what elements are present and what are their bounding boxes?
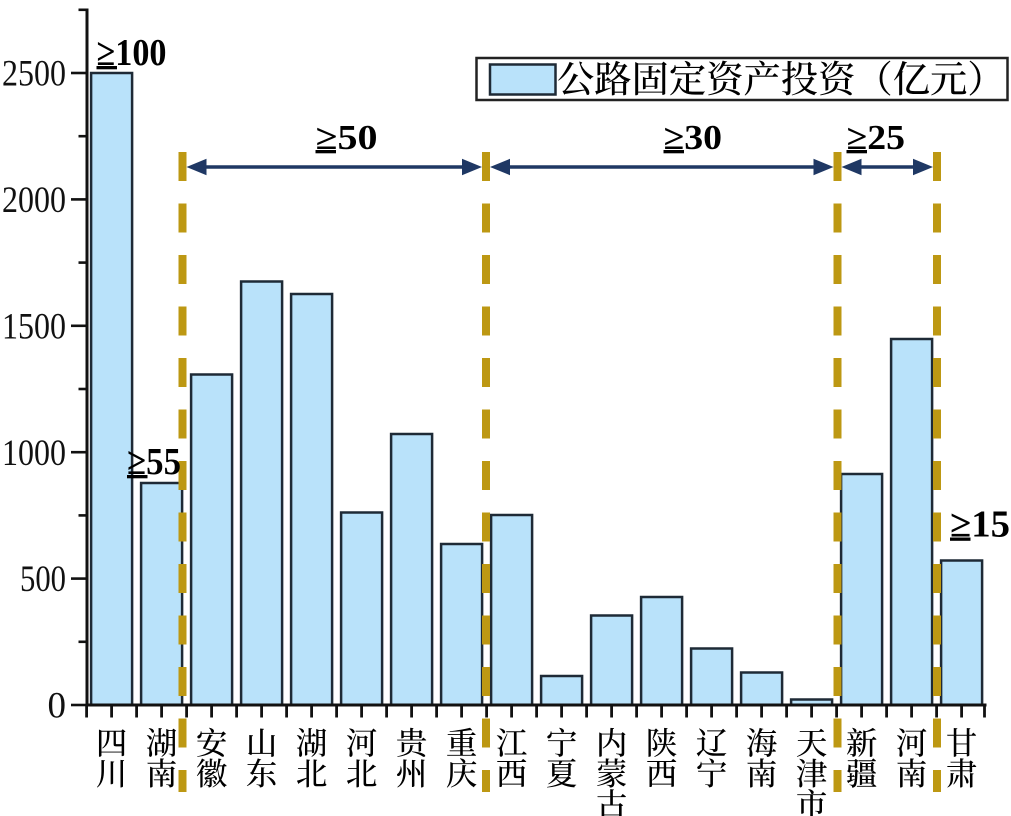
- svg-text:2000: 2000: [2, 180, 66, 221]
- svg-text:0: 0: [48, 686, 67, 727]
- svg-text:2500: 2500: [2, 54, 66, 95]
- svg-text:1000: 1000: [2, 433, 66, 474]
- svg-text:500: 500: [20, 559, 66, 600]
- svg-text:1500: 1500: [2, 306, 66, 347]
